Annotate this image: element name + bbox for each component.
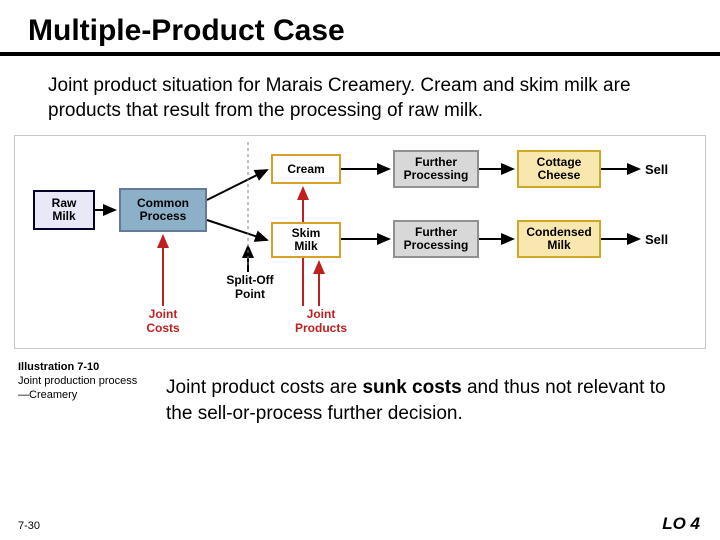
node-further-processing-1: FurtherProcessing bbox=[393, 150, 479, 188]
node-raw-milk: RawMilk bbox=[33, 190, 95, 230]
conclusion-pre: Joint product costs are bbox=[166, 377, 362, 398]
node-condensed-milk: CondensedMilk bbox=[517, 220, 601, 258]
intro-text: Joint product situation for Marais Cream… bbox=[0, 56, 720, 131]
process-diagram: RawMilk CommonProcess Cream SkimMilk Fur… bbox=[14, 135, 706, 349]
anno-joint-costs: JointCosts bbox=[137, 308, 189, 334]
diagram-arrows bbox=[15, 136, 707, 350]
illustration-number: Illustration 7-10 bbox=[18, 361, 99, 373]
sell-label-1: Sell bbox=[645, 162, 668, 177]
illustration-text: Joint production process—Creamery bbox=[18, 375, 137, 401]
page-number: 7-30 bbox=[18, 520, 40, 532]
node-skim-milk: SkimMilk bbox=[271, 222, 341, 258]
node-cream: Cream bbox=[271, 154, 341, 184]
page-title: Multiple-Product Case bbox=[0, 0, 720, 52]
node-further-processing-2: FurtherProcessing bbox=[393, 220, 479, 258]
illustration-caption: Illustration 7-10 Joint production proce… bbox=[18, 361, 148, 426]
conclusion-text: Joint product costs are sunk costs and t… bbox=[166, 361, 672, 426]
anno-joint-products: JointProducts bbox=[287, 308, 355, 334]
conclusion-bold: sunk costs bbox=[362, 377, 461, 398]
node-common-process: CommonProcess bbox=[119, 188, 207, 232]
learning-objective: LO 4 bbox=[662, 514, 700, 534]
sell-label-2: Sell bbox=[645, 232, 668, 247]
anno-split-off: Split-OffPoint bbox=[215, 274, 285, 300]
node-cottage-cheese: CottageCheese bbox=[517, 150, 601, 188]
